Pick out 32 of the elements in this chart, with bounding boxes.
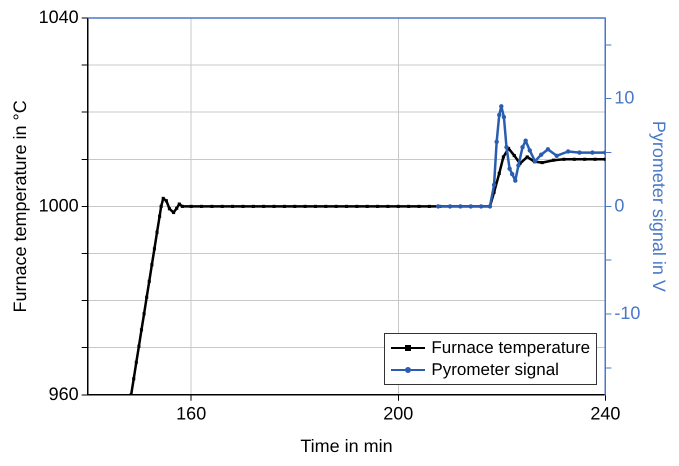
point bbox=[502, 114, 506, 120]
legend-label: Pyrometer signal bbox=[431, 360, 559, 380]
x-tick-label: 200 bbox=[383, 404, 414, 424]
point bbox=[566, 149, 570, 154]
point bbox=[577, 150, 582, 155]
y2-tick-label: 0 bbox=[614, 195, 624, 216]
point bbox=[590, 150, 595, 155]
x-tick-label: 240 bbox=[590, 404, 620, 424]
legend-label: Furnace temperature bbox=[431, 338, 590, 358]
point bbox=[510, 172, 514, 176]
y-tick-label: 960 bbox=[48, 384, 79, 404]
point bbox=[494, 140, 499, 144]
point bbox=[554, 154, 559, 158]
y-tick-label: 1040 bbox=[38, 6, 79, 27]
point bbox=[497, 112, 502, 118]
y2-axis-title: Pyrometer signal in V bbox=[649, 120, 670, 292]
point bbox=[436, 204, 440, 209]
point bbox=[499, 104, 504, 108]
x-tick-label: 160 bbox=[176, 404, 206, 424]
point bbox=[492, 182, 496, 188]
x-axis-title: Time in min bbox=[300, 436, 393, 456]
point bbox=[546, 147, 550, 152]
point bbox=[538, 152, 544, 157]
point bbox=[504, 144, 509, 150]
point bbox=[528, 148, 532, 153]
y2-tick-label: -10 bbox=[614, 303, 640, 324]
point bbox=[516, 163, 521, 168]
y-axis-title: Furnace temperature in °C bbox=[10, 100, 30, 313]
point bbox=[520, 144, 525, 150]
y-tick-label: 1000 bbox=[38, 195, 79, 216]
y2-tick-label: 10 bbox=[614, 88, 634, 108]
point bbox=[507, 166, 512, 171]
